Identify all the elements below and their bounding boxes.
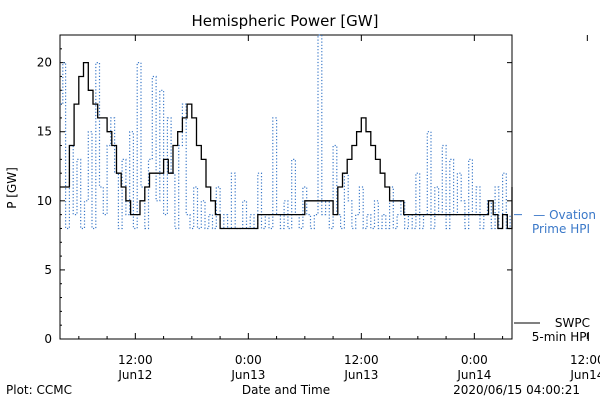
x-tick-label: 12:00 [570,353,600,367]
legend-swpc-line2: 5-min HPI [532,330,590,344]
series-layer [60,34,513,230]
series-line-swpc [60,61,513,230]
plot-credit: Plot: CCMC [6,383,72,397]
x-tick-label: 0:00 [461,353,488,367]
y-tick-label: 0 [44,332,52,346]
x-tick-sublabel: Jun14 [456,368,491,382]
y-tick-label: 15 [37,125,52,139]
y-tick-label: 20 [37,56,52,70]
chart-title: Hemispheric Power [GW] [192,12,379,30]
x-tick-label: 0:00 [235,353,262,367]
y-tick-label: 5 [44,263,52,277]
x-tick-sublabel: Jun13 [343,368,378,382]
x-tick-label: 12:00 [344,353,379,367]
legend-ovation-line2: Prime HPI [532,222,590,236]
legend-swpc-line1: SWPC [555,316,590,330]
series-line-ovation [60,34,511,230]
x-tick-sublabel: Jun14 [569,368,600,382]
x-tick-label: 12:00 [118,353,153,367]
legend-ovation-line1: — Ovation [533,208,596,222]
x-axis-label: Date and Time [242,383,330,397]
y-axis-label: P [GW] [5,167,19,209]
plot-timestamp: 2020/06/15 04:00:21 [453,383,580,397]
x-axis-ticks: 12:00Jun120:00Jun1312:00Jun130:00Jun1412… [78,35,600,382]
y-tick-label: 10 [37,194,52,208]
x-tick-sublabel: Jun12 [117,368,152,382]
y-axis-ticks: 0 5 10 15 20 [37,48,512,346]
plot-frame [59,34,513,340]
x-tick-sublabel: Jun13 [230,368,265,382]
